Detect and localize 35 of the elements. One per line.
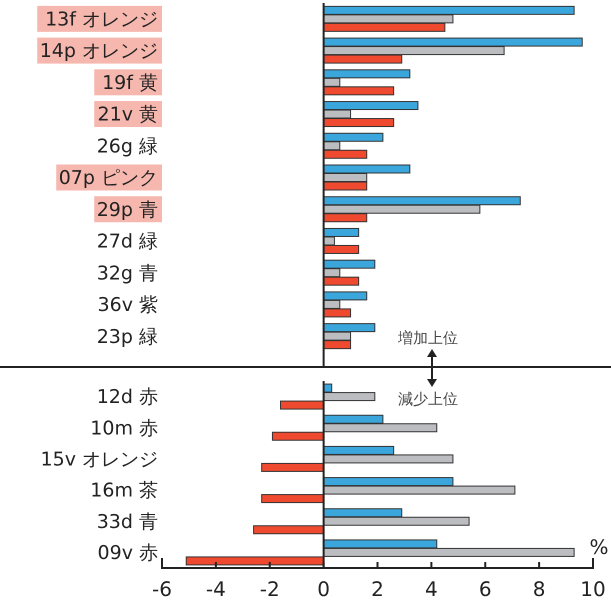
annotation: 減少上位 [398, 390, 458, 408]
annotation: 増加上位 [397, 329, 458, 347]
x-tick-label: 6 [478, 577, 492, 601]
y-tick-label: 13f オレンジ [45, 8, 158, 31]
y-tick-label: 14p オレンジ [40, 40, 158, 62]
y-tick-label: 16m 茶 [90, 480, 158, 502]
y-tick-label: 12d 赤 [96, 386, 158, 408]
x-tick-label: -4 [206, 577, 226, 601]
y-tick-label: 33d 青 [96, 510, 158, 533]
y-tick-label: 15v オレンジ [40, 448, 158, 471]
bar [253, 525, 324, 534]
bar [280, 400, 324, 410]
y-tick-label: 27d 緑 [96, 230, 158, 253]
y-tick-label: 09v 赤 [98, 542, 158, 564]
x-axis-title: % [589, 535, 609, 559]
x-tick-label: 4 [425, 577, 438, 601]
y-tick-label: 29p 青 [96, 198, 158, 221]
y-tick-label: 36v 紫 [98, 294, 158, 316]
x-tick-label: -2 [260, 577, 280, 601]
y-tick-label: 07p ピンク [58, 167, 158, 190]
bar [261, 462, 324, 472]
x-tick-label: -6 [152, 577, 172, 601]
bar [186, 556, 324, 566]
y-tick-label: 21v 黄 [98, 104, 158, 126]
x-tick-label: 0 [317, 577, 330, 601]
x-tick-label: 8 [532, 577, 546, 601]
x-tick-label: 10 [580, 577, 606, 601]
y-tick-label: 10m 赤 [90, 417, 158, 440]
y-tick-label: 26g 緑 [96, 135, 158, 158]
y-tick-label: 19f 黄 [102, 72, 158, 94]
bar [272, 432, 324, 441]
y-tick-label: 23p 緑 [96, 326, 158, 348]
x-tick-label: 2 [371, 577, 384, 601]
bar [261, 494, 324, 504]
y-tick-label: 32g 青 [96, 262, 158, 284]
